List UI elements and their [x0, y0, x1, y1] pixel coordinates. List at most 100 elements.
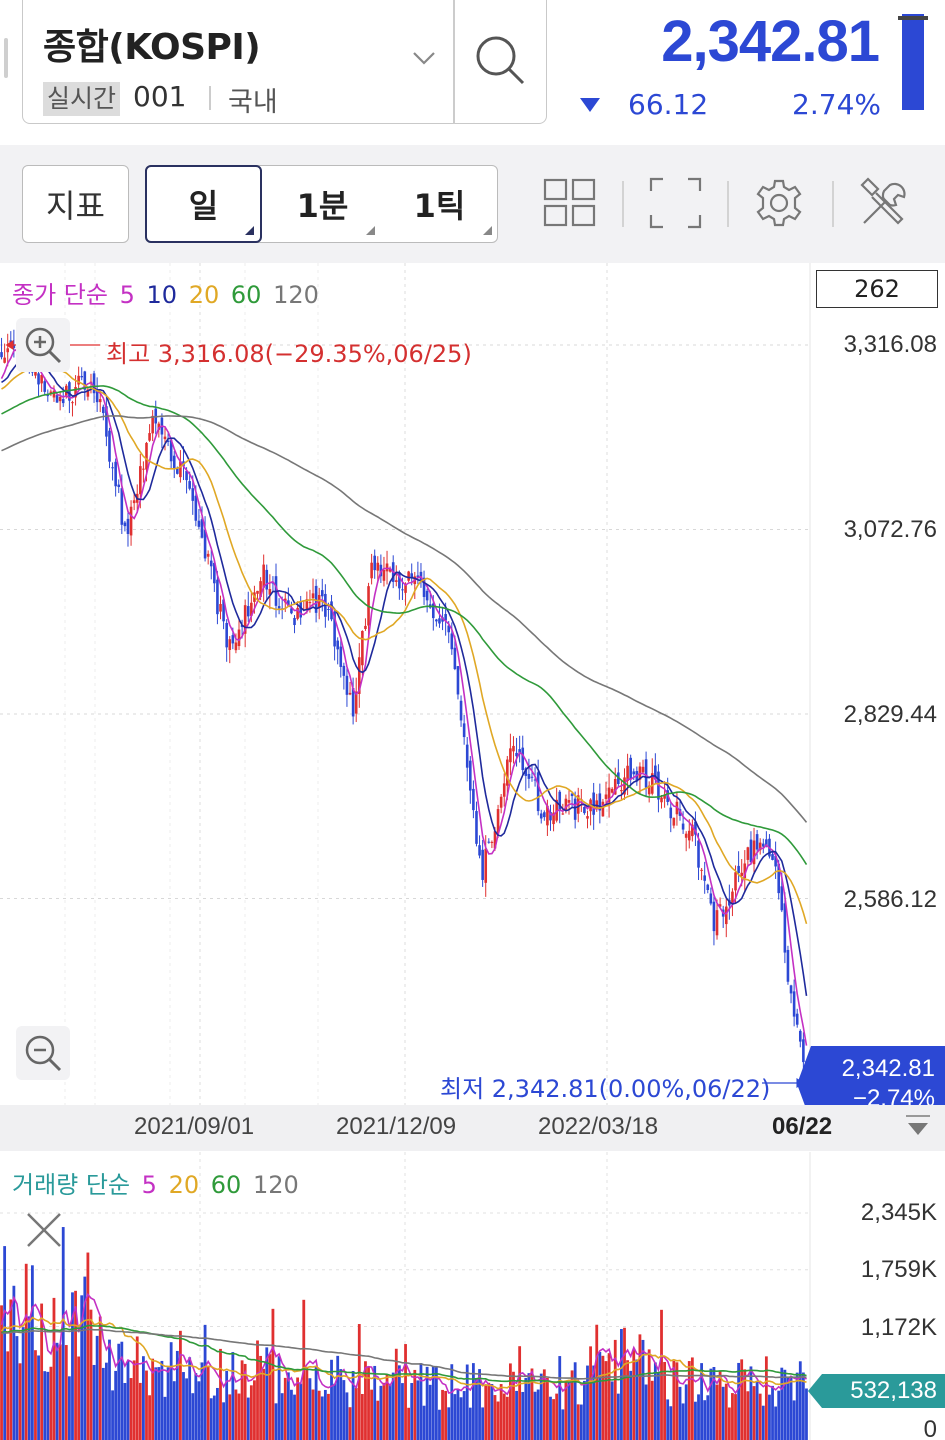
divider — [727, 181, 729, 227]
candle — [361, 630, 364, 676]
period-1min-tab[interactable]: 1분 — [264, 166, 381, 241]
period-daily-tab[interactable]: 일 — [145, 165, 262, 243]
candle — [527, 758, 531, 789]
candle-body — [206, 553, 210, 557]
candle-body — [456, 666, 460, 695]
zoom-in-icon[interactable] — [16, 318, 70, 372]
candle-body — [573, 798, 577, 820]
volume-bar — [441, 1389, 444, 1440]
candle-body — [697, 840, 700, 868]
candle-body — [567, 800, 571, 803]
candle — [703, 861, 706, 894]
candle — [752, 827, 756, 875]
volume-bar — [805, 1388, 808, 1440]
volume-bar — [145, 1370, 148, 1440]
volume-bar — [314, 1366, 318, 1440]
volume-bar — [539, 1373, 543, 1440]
divider — [622, 181, 624, 227]
x-axis-label: 2021/09/01 — [134, 1113, 255, 1140]
candle — [786, 945, 790, 985]
fullscreen-icon[interactable] — [648, 175, 704, 231]
zoom-out-icon[interactable] — [16, 1026, 70, 1080]
volume-bar — [138, 1382, 142, 1440]
period-1tick-tab[interactable]: 1틱 — [381, 166, 498, 241]
volume-bar — [512, 1371, 515, 1440]
volume-bar — [502, 1393, 506, 1440]
candle-body — [117, 484, 121, 488]
candle — [105, 397, 108, 447]
candle-body — [191, 488, 195, 501]
volume-bar — [360, 1393, 364, 1440]
volume-bar — [703, 1400, 707, 1440]
candle-body — [49, 391, 53, 394]
candle-body — [305, 599, 309, 610]
volume-bar — [533, 1391, 537, 1440]
candle-body — [265, 569, 269, 590]
candle — [237, 617, 241, 650]
candle-body — [700, 869, 703, 871]
settings-gear-icon[interactable] — [751, 175, 807, 231]
candle-body — [626, 765, 629, 781]
candle-body — [459, 700, 463, 721]
candle-body — [151, 415, 154, 434]
volume-bar — [687, 1361, 691, 1440]
volume-bar — [527, 1373, 531, 1440]
volume-bar — [376, 1400, 380, 1440]
indicator-button[interactable]: 지표 — [22, 165, 129, 243]
candle — [123, 520, 127, 532]
candle-body — [758, 842, 762, 851]
volume-bar — [379, 1385, 383, 1440]
tools-icon[interactable] — [856, 175, 912, 231]
chevron-down-icon[interactable] — [411, 48, 437, 68]
candle-body — [126, 518, 130, 534]
candle-body — [234, 642, 238, 651]
candle-body — [484, 848, 488, 883]
candle-body — [570, 793, 574, 797]
candle-body — [610, 788, 614, 793]
candle — [610, 787, 614, 794]
volume-bar — [740, 1359, 744, 1440]
realtime-badge: 실시간 — [43, 82, 121, 116]
volume-bar — [191, 1393, 195, 1440]
layout-grid-icon[interactable] — [542, 175, 598, 231]
volume-bar — [505, 1396, 509, 1440]
x-axis[interactable]: 2021/09/01 2021/12/09 2022/03/18 06/22 — [0, 1105, 945, 1151]
price-ma-legend: 종가 단순 5 10 20 60 120 — [12, 275, 323, 310]
volume-bar — [635, 1359, 639, 1440]
volume-bar — [114, 1370, 118, 1440]
candle — [373, 549, 377, 579]
volume-bar — [518, 1346, 522, 1440]
candle-body — [327, 608, 330, 610]
symbol-selector[interactable]: 종합(KOSPI) 실시간 001 국내 — [22, 0, 547, 124]
high-price-annotation: 최고 3,316.08(−29.35%,06/25) — [106, 340, 472, 368]
volume-chart[interactable] — [0, 1152, 945, 1440]
volume-bar — [758, 1393, 762, 1440]
divider — [453, 0, 455, 124]
volume-bar — [262, 1368, 266, 1440]
scroll-down-icon[interactable] — [908, 1123, 928, 1135]
volume-bar — [798, 1361, 802, 1440]
volume-y-label: 0 — [923, 1416, 937, 1440]
candle — [555, 787, 558, 823]
visible-bar-count[interactable]: 262 — [816, 270, 938, 308]
candle — [721, 905, 725, 928]
ma120-line — [1, 415, 808, 823]
volume-bar — [77, 1356, 81, 1440]
volume-bar — [771, 1385, 774, 1440]
candle-body — [435, 619, 438, 622]
candle-body — [348, 692, 352, 695]
search-button[interactable] — [455, 0, 547, 122]
legend-prefix: 거래량 단순 — [12, 1171, 131, 1199]
volume-bar — [203, 1324, 207, 1440]
candle-body — [444, 614, 447, 621]
side-handle[interactable] — [4, 38, 8, 78]
candle-body — [564, 798, 568, 811]
close-icon[interactable] — [22, 1208, 66, 1252]
candle — [225, 619, 228, 662]
volume-bar — [61, 1227, 65, 1440]
price-chart[interactable] — [0, 263, 945, 1105]
symbol-name[interactable]: 종합(KOSPI) — [43, 27, 261, 68]
candle — [43, 376, 47, 395]
candle-body — [299, 601, 302, 618]
candle-body — [293, 617, 296, 626]
